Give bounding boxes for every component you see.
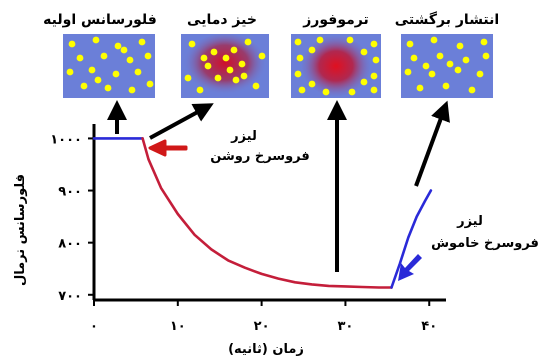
particle-dot xyxy=(238,60,246,68)
particle-dot xyxy=(462,56,470,64)
particle-dot xyxy=(92,36,100,44)
particle-dot xyxy=(372,56,380,64)
panel-back-diffusion: انتشار برگشتی xyxy=(395,11,499,98)
particle-dot xyxy=(188,40,196,48)
particle-dot xyxy=(226,66,234,74)
particle-dot xyxy=(422,62,430,70)
arrow-to-back-diffusion xyxy=(414,100,450,187)
particle-dot xyxy=(252,82,260,90)
laser-on-line2: فروسرخ روشن xyxy=(210,149,310,164)
particle-dot xyxy=(482,52,490,60)
y-axis-label: فلورسانس نرمال xyxy=(13,174,28,286)
particle-dot xyxy=(360,78,368,86)
x-axis-label: زمان (ثانیه) xyxy=(228,342,304,357)
particle-dot xyxy=(200,54,208,62)
particle-dot xyxy=(120,46,128,54)
particle-dot xyxy=(454,66,462,74)
particle-dot xyxy=(244,38,252,46)
particle-dot xyxy=(480,38,488,46)
particle-dot xyxy=(416,84,424,92)
particle-dot xyxy=(410,54,418,62)
panel-thermophoresis-label: ترموفورز xyxy=(302,12,368,28)
particle-dot xyxy=(442,82,450,90)
particle-dot xyxy=(222,54,230,62)
particle-dot xyxy=(88,66,96,74)
particle-dot xyxy=(428,70,436,78)
particle-dot xyxy=(196,86,204,94)
particle-dot xyxy=(76,54,84,62)
particle-dot xyxy=(94,76,102,84)
particle-dot xyxy=(210,48,218,56)
particle-dot xyxy=(128,86,136,94)
particle-dot xyxy=(144,52,152,60)
particle-dot xyxy=(296,54,304,62)
panel-heating: خیز دمایی xyxy=(181,12,269,98)
series-line-2 xyxy=(390,189,433,289)
particle-dot xyxy=(80,82,88,90)
x-tick-label: ۴۰ xyxy=(421,319,437,334)
particle-dot xyxy=(436,52,444,60)
particle-dot xyxy=(134,68,142,76)
particle-dot xyxy=(346,36,354,44)
particle-dot xyxy=(146,80,154,88)
x-tick-label: ۲۰ xyxy=(254,319,270,334)
x-tick-label: ۳۰ xyxy=(337,319,353,334)
x-tick-label: ۰ xyxy=(90,319,98,334)
particle-dot xyxy=(406,40,414,48)
particle-dot xyxy=(230,46,238,54)
panel-initial-fluorescence: فلورسانس اولیه xyxy=(43,12,157,98)
particle-dot xyxy=(126,56,134,64)
particle-dot xyxy=(68,40,76,48)
particle-dot xyxy=(214,74,222,82)
particle-dot xyxy=(100,52,108,60)
y-tick-label: ۹۰۰ xyxy=(58,185,82,200)
laser-off-line1: لیزر xyxy=(456,214,483,229)
particle-dot xyxy=(370,72,378,80)
particle-dot xyxy=(468,86,476,94)
laser-on-arrow xyxy=(148,139,188,157)
particle-dot xyxy=(360,48,368,56)
particle-dot xyxy=(204,62,212,70)
panel-back-diffusion-label: انتشار برگشتی xyxy=(395,11,499,28)
particle-dot xyxy=(308,80,316,88)
particle-dot xyxy=(112,70,120,78)
panel-initial-label: فلورسانس اولیه xyxy=(43,12,157,28)
particle-dot xyxy=(476,70,484,78)
particle-dot xyxy=(258,52,266,60)
particle-dot xyxy=(294,70,302,78)
particle-dot xyxy=(308,46,316,54)
particle-dot xyxy=(348,88,356,96)
particle-dot xyxy=(66,68,74,76)
panel-thermophoresis: ترموفورز xyxy=(291,12,381,98)
particle-dot xyxy=(430,36,438,44)
particle-dot xyxy=(456,42,464,50)
particle-dot xyxy=(298,86,306,94)
y-tick-label: ۱۰۰۰ xyxy=(50,132,82,147)
particle-dot xyxy=(240,72,248,80)
series-line-1 xyxy=(141,137,393,289)
x-tick-label: ۱۰ xyxy=(170,319,186,334)
particle-dot xyxy=(370,86,378,94)
particle-dot xyxy=(370,40,378,48)
particle-dot xyxy=(294,38,302,46)
fluorescence-chart: ۰ ۱۰ ۲۰ ۳۰ ۴۰ ۷۰۰ ۸۰۰ ۹۰۰ ۱۰۰۰ زمان (ثانیه) فلور… xyxy=(13,124,446,357)
particle-dot xyxy=(446,60,454,68)
laser-on-line1: لیزر xyxy=(230,129,257,144)
particle-dot xyxy=(232,76,240,84)
y-tick-label: ۸۰۰ xyxy=(58,237,82,252)
particle-dot xyxy=(184,74,192,82)
laser-off-arrow xyxy=(398,254,422,281)
particle-dot xyxy=(114,42,122,50)
particle-dot xyxy=(138,38,146,46)
particle-dot xyxy=(104,84,112,92)
arrow-to-heating xyxy=(149,103,214,140)
laser-off-line2: فروسرخ خاموش xyxy=(431,236,539,251)
panel-heating-label: خیز دمایی xyxy=(187,12,257,28)
particle-dot xyxy=(404,68,412,76)
y-tick-label: ۷۰۰ xyxy=(58,289,82,304)
particle-dot xyxy=(322,88,330,96)
particle-dot xyxy=(316,36,324,44)
